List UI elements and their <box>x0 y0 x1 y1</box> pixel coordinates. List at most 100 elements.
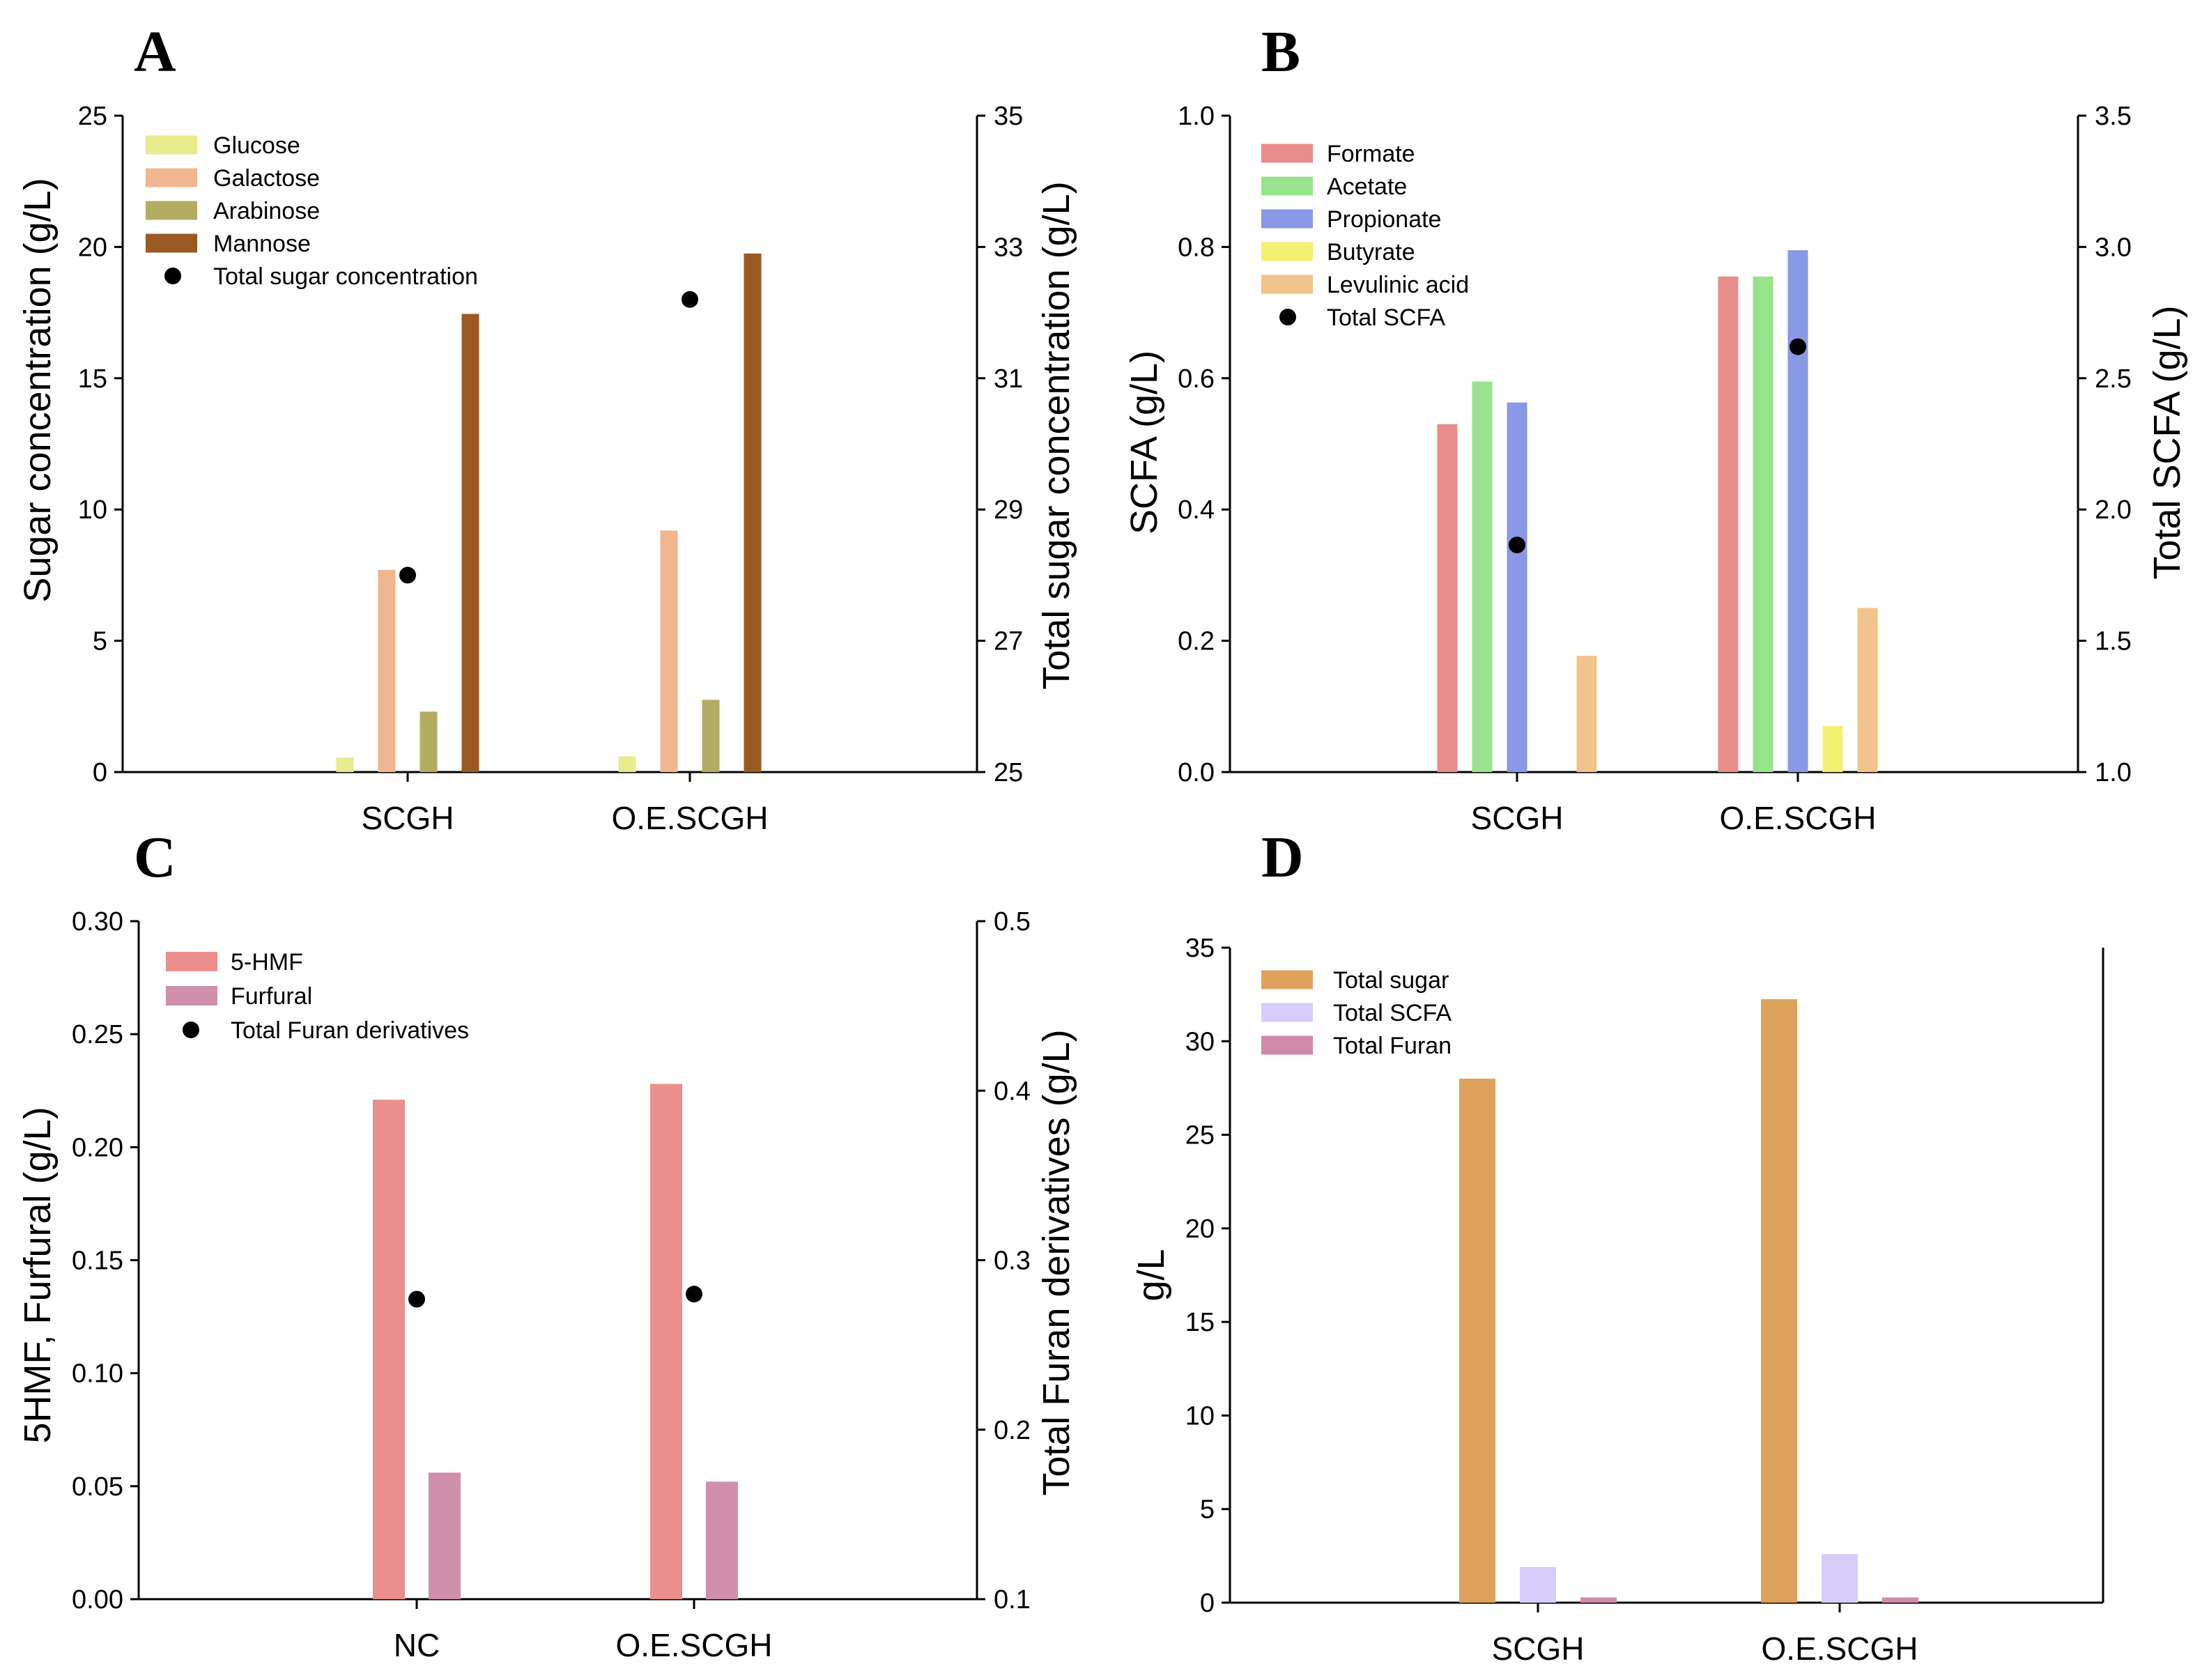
bar-formate <box>1718 276 1739 772</box>
legend-label: Total sugar concentration <box>213 263 478 290</box>
legend: 5-HMF Furfural Total Furan derivatives <box>166 949 469 1044</box>
legend-label: Mannose <box>213 231 311 257</box>
legend-label: Arabinose <box>213 198 320 224</box>
bar-mannose <box>744 253 762 772</box>
y2-axis-title: Total sugar concentration (g/L) <box>1036 181 1077 689</box>
legend-label: Total SCFA <box>1327 305 1445 331</box>
bar-total-furan <box>1882 1597 1918 1603</box>
x-tick-label: SCGH <box>362 800 454 836</box>
total-point <box>399 567 416 584</box>
bar-butyrate <box>1822 726 1843 772</box>
y-tick-label: 20 <box>1185 1215 1215 1244</box>
legend-swatch <box>146 135 197 155</box>
panel-a: A 0 5 10 15 20 25 25 27 29 31 33 35 SCGH O.E.SCGH Sugar… <box>17 20 1077 836</box>
panel-letter: C <box>134 825 176 890</box>
bar-levulinic-acid <box>1576 656 1597 772</box>
legend-swatch <box>166 952 217 971</box>
y-tick-label: 0.00 <box>72 1585 123 1615</box>
bar-propionate <box>1507 402 1527 772</box>
bar-total-sugar <box>1459 1079 1495 1603</box>
y2-tick-label: 0.3 <box>994 1247 1031 1276</box>
total-point <box>1789 338 1806 355</box>
legend-swatch <box>1261 209 1313 229</box>
legend-label: Glucose <box>213 132 300 159</box>
y-tick-label: 0 <box>93 758 107 787</box>
y-tick-label: 0.10 <box>72 1359 123 1389</box>
bar-total-scfa <box>1822 1554 1858 1603</box>
y-tick-label: 0.05 <box>72 1472 123 1502</box>
y-axis-title: SCFA (g/L) <box>1123 350 1165 534</box>
bar-acetate <box>1753 276 1773 772</box>
y-tick-label: 0.2 <box>1178 627 1215 656</box>
y-tick-label: 0.30 <box>72 907 123 937</box>
y-tick-label: 1.0 <box>1178 102 1215 131</box>
bar-5-hmf <box>650 1084 682 1599</box>
y2-tick-label: 33 <box>994 233 1023 262</box>
y-tick-label: 25 <box>1185 1121 1215 1150</box>
panel-letter: A <box>134 20 176 84</box>
y2-tick-label: 2.0 <box>2095 495 2132 525</box>
y-tick-label: 10 <box>78 495 107 525</box>
bar-galactose <box>378 569 396 772</box>
y-axis-title: Sugar concentration (g/L) <box>17 178 59 602</box>
x-tick-label: NC <box>394 1627 440 1663</box>
legend-label: Total Furan <box>1333 1033 1452 1059</box>
y-tick-label: 30 <box>1185 1027 1215 1056</box>
y-tick-label: 0.25 <box>72 1020 123 1049</box>
legend-swatch <box>1261 1035 1313 1055</box>
total-point <box>686 1286 702 1303</box>
x-tick-label: O.E.SCGH <box>612 800 769 836</box>
y2-tick-label: 0.4 <box>994 1077 1031 1106</box>
bar-levulinic-acid <box>1857 608 1878 772</box>
y-tick-label: 20 <box>78 233 107 262</box>
y-tick-label: 0.0 <box>1178 758 1215 787</box>
bar-glucose <box>618 756 636 772</box>
legend-swatch <box>1261 970 1313 989</box>
y-tick-label: 0.15 <box>72 1247 123 1276</box>
y-tick-label: 25 <box>78 102 107 131</box>
legend-label: Total Furan derivatives <box>231 1017 469 1044</box>
y-tick-label: 5 <box>1200 1495 1215 1525</box>
legend-label: Propionate <box>1327 206 1441 233</box>
y2-tick-label: 29 <box>994 495 1023 525</box>
legend-marker <box>1279 309 1296 325</box>
y-tick-label: 0.8 <box>1178 233 1215 262</box>
bar-furfural <box>706 1481 738 1599</box>
bar-total-furan <box>1580 1597 1617 1603</box>
legend-swatch <box>146 233 197 253</box>
legend-label: 5-HMF <box>231 949 303 976</box>
legend: Glucose Galactose Arabinose Mannose Total su… <box>146 132 478 290</box>
y-tick-label: 15 <box>78 364 107 394</box>
y-tick-label: 0.6 <box>1178 364 1215 394</box>
legend-swatch <box>1261 144 1313 163</box>
y2-tick-label: 31 <box>994 364 1023 394</box>
total-point <box>682 291 698 308</box>
legend-marker <box>164 268 181 284</box>
legend-swatch <box>1261 275 1313 294</box>
y-tick-label: 10 <box>1185 1401 1215 1431</box>
total-point <box>408 1290 425 1308</box>
y-tick-label: 35 <box>1185 934 1215 963</box>
bar-arabinose <box>420 711 438 772</box>
bar-arabinose <box>702 700 720 772</box>
legend-label: Total SCFA <box>1333 1000 1452 1026</box>
legend-label: Total sugar <box>1333 967 1449 994</box>
y2-axis-title: Total SCFA (g/L) <box>2146 305 2188 579</box>
y2-tick-label: 2.5 <box>2095 364 2132 394</box>
bar-acetate <box>1472 381 1493 772</box>
y-axis-title: 5HMF, Furfural (g/L) <box>17 1107 59 1443</box>
y-tick-label: 5 <box>93 627 107 656</box>
panel-c: C 0.00 0.05 0.10 0.15 0.20 0.25 0.30 0.1 0.2 0.3 0.… <box>17 825 1077 1663</box>
legend-marker <box>183 1022 199 1038</box>
y2-tick-label: 25 <box>994 758 1023 787</box>
y-axis-title: g/L <box>1130 1249 1172 1301</box>
bar-galactose <box>660 530 678 772</box>
y-tick-label: 0 <box>1200 1589 1215 1618</box>
bar-glucose <box>336 757 354 772</box>
legend-label: Galactose <box>213 165 320 192</box>
legend-swatch <box>1261 242 1313 261</box>
legend-label: Butyrate <box>1327 239 1415 265</box>
bar-propionate <box>1787 250 1808 772</box>
y2-tick-label: 35 <box>994 102 1023 131</box>
